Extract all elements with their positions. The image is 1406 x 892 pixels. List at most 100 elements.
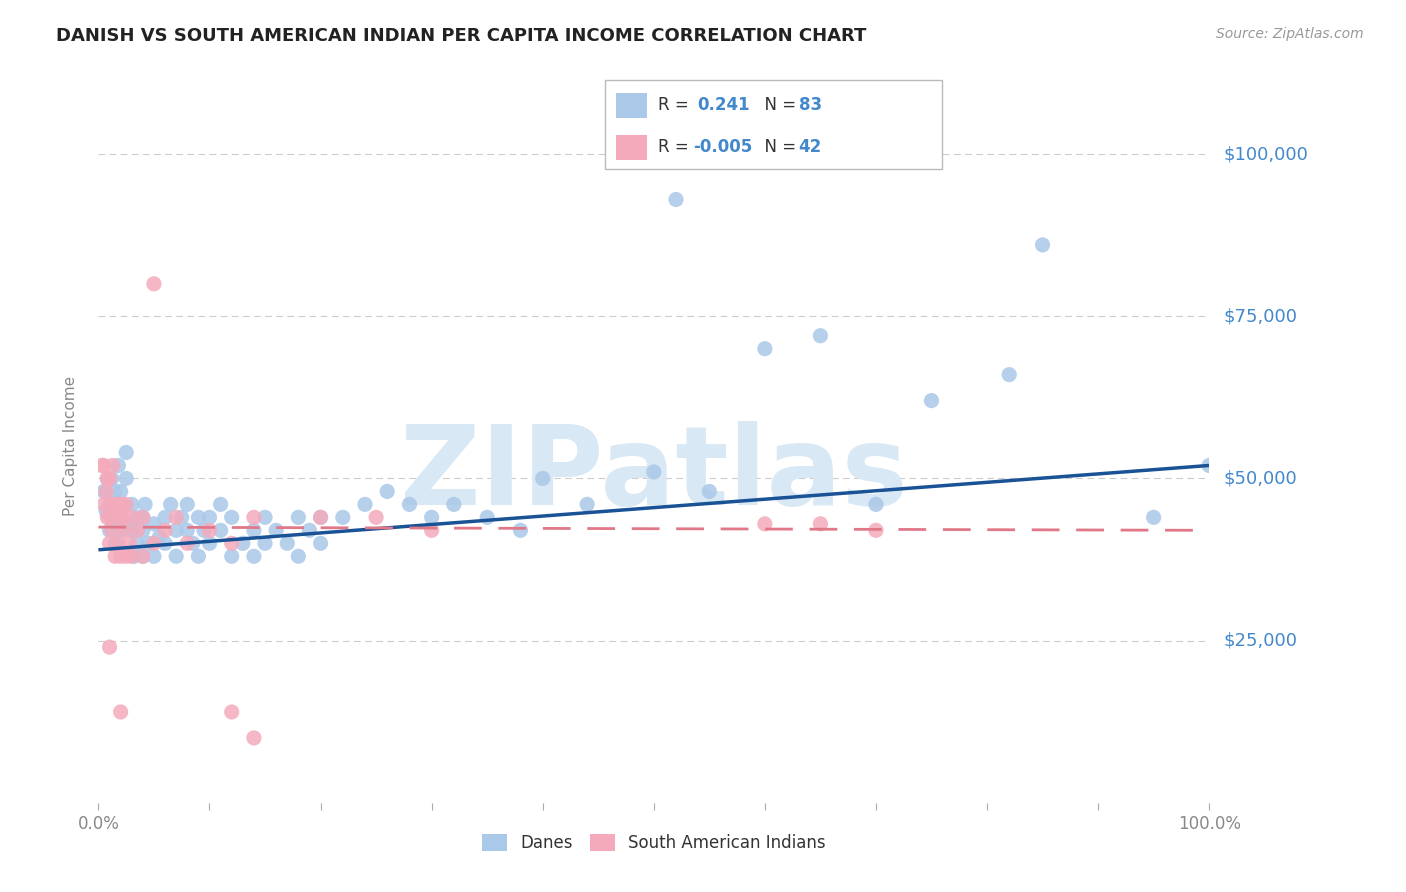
Point [143,536,166,550]
Point [699,484,721,499]
Point [153,510,176,524]
Point [148,530,170,544]
Point [115,471,138,485]
Point [110,549,132,564]
Point [187,510,209,524]
Text: ZIPatlas: ZIPatlas [399,421,908,528]
Point [121,524,143,538]
Point [100,471,122,485]
Text: Source: ZipAtlas.com: Source: ZipAtlas.com [1216,27,1364,41]
Point [96,471,118,485]
Point [198,524,221,538]
Point [115,549,138,564]
Point [98,497,121,511]
Point [576,497,599,511]
Point [143,277,166,291]
Point [98,640,121,654]
Point [531,471,554,485]
Point [121,549,143,564]
Point [176,536,198,550]
Point [253,510,276,524]
Point [121,510,143,524]
Text: 83: 83 [799,96,821,114]
Point [104,536,127,550]
Point [309,510,332,524]
Text: -0.005: -0.005 [693,138,752,156]
Point [132,524,155,538]
Point [243,524,266,538]
Point [118,536,141,550]
Point [132,549,155,564]
Point [243,731,266,745]
Point [112,524,135,538]
Point [127,524,149,538]
Point [118,516,141,531]
Point [198,510,221,524]
Point [420,524,443,538]
Point [107,536,129,550]
Point [253,536,276,550]
Point [1198,458,1220,473]
Point [110,497,132,511]
Point [298,524,321,538]
Point [221,705,243,719]
Point [209,524,232,538]
Point [100,497,122,511]
Point [96,484,118,499]
Point [134,497,156,511]
Point [100,524,122,538]
Point [998,368,1021,382]
Point [121,497,143,511]
Point [115,445,138,459]
Point [165,510,187,524]
Point [98,536,121,550]
Point [193,524,215,538]
Point [354,497,377,511]
Point [111,510,134,524]
Point [115,497,138,511]
Point [93,497,115,511]
Point [198,536,221,550]
Point [165,549,187,564]
Point [420,510,443,524]
Point [107,458,129,473]
Legend: Danes, South American Indians: Danes, South American Indians [475,827,832,859]
Text: 0.241: 0.241 [697,96,749,114]
Point [170,510,193,524]
Point [100,510,122,524]
Text: DANISH VS SOUTH AMERICAN INDIAN PER CAPITA INCOME CORRELATION CHART: DANISH VS SOUTH AMERICAN INDIAN PER CAPI… [56,27,866,45]
Point [276,536,298,550]
Point [93,484,115,499]
Point [104,549,127,564]
Point [332,510,354,524]
Point [96,504,118,518]
Point [221,510,243,524]
Point [143,516,166,531]
Point [153,524,176,538]
Point [366,510,388,524]
Point [93,458,115,473]
Point [221,549,243,564]
Point [443,497,465,511]
Text: $75,000: $75,000 [1223,307,1298,326]
Point [101,458,124,473]
Point [153,536,176,550]
Point [122,549,145,564]
Point [110,524,132,538]
Point [104,484,127,499]
Point [309,536,332,550]
Point [181,536,204,550]
Text: R =: R = [658,96,695,114]
Point [754,516,776,531]
Point [865,497,887,511]
Point [98,471,121,485]
Point [104,497,127,511]
Point [1143,510,1166,524]
Point [110,484,132,499]
Point [810,328,832,343]
Point [921,393,943,408]
Point [398,497,420,511]
Point [105,497,128,511]
Point [127,510,149,524]
Point [159,497,181,511]
